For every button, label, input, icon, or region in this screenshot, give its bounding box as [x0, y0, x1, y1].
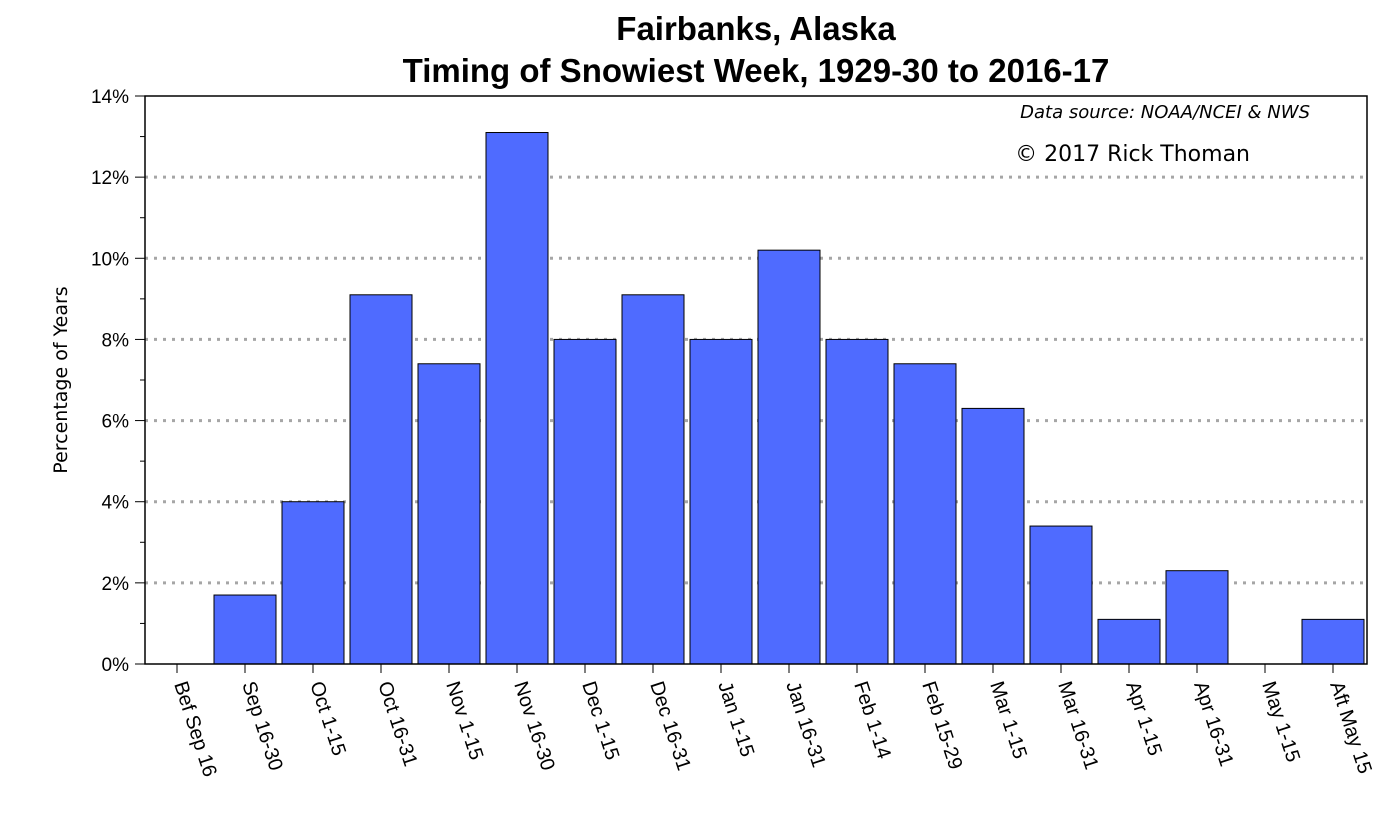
x-tick-label: Jan 16-31: [781, 679, 829, 770]
bar: [485, 132, 549, 665]
x-axis: Bef Sep 16 Sep 16-30 Oct 1-15 Oct 16-31 Nov …: [169, 664, 1376, 780]
y-axis-label: Percentage of Years: [50, 286, 72, 473]
y-tick-label: 0%: [102, 655, 130, 676]
chart-subtitle: Timing of Snowiest Week, 1929-30 to 2016…: [402, 52, 1110, 89]
bar: [1029, 525, 1093, 665]
x-tick-label: Mar 16-31: [1053, 679, 1102, 772]
y-tick-label: 12%: [91, 168, 129, 189]
bar: [689, 338, 753, 665]
y-tick-label: 6%: [102, 412, 130, 433]
x-tick-label: Apr 1-15: [1121, 679, 1166, 759]
x-tick-label: Aft May 15: [1325, 679, 1375, 777]
x-tick-label: Oct 1-15: [305, 679, 350, 759]
bar: [893, 363, 957, 665]
x-tick-label: Oct 16-31: [373, 679, 421, 769]
y-tick-label: 4%: [102, 493, 130, 514]
bar: [553, 338, 617, 665]
y-tick-label: 2%: [102, 574, 130, 595]
bar: [621, 294, 685, 665]
bar: [417, 363, 481, 665]
x-tick-label: Apr 16-31: [1189, 679, 1237, 769]
bar: [349, 294, 413, 665]
bar: [213, 594, 277, 665]
bars: [213, 132, 1365, 665]
y-axis: 0% 2% 4% 6% 8% 10% 12% 14%: [91, 87, 145, 676]
bar: [825, 338, 889, 665]
bar: [961, 407, 1025, 665]
x-tick-label: Feb 1-14: [849, 679, 895, 762]
chart-title: Fairbanks, Alaska: [616, 10, 896, 47]
x-tick-label: Nov 16-30: [509, 679, 558, 774]
x-tick-label: Bef Sep 16: [169, 679, 221, 780]
bar: [1301, 618, 1365, 665]
x-tick-label: Jan 1-15: [713, 679, 758, 760]
gridlines: [145, 175, 1367, 585]
bar: [281, 501, 345, 665]
data-source-note: Data source: NOAA/NCEI & NWS: [1020, 102, 1310, 123]
x-tick-label: Nov 1-15: [441, 679, 487, 763]
x-tick-label: Feb 15-29: [917, 679, 966, 773]
bar: [757, 249, 821, 665]
bar: [1165, 570, 1229, 665]
x-tick-label: Sep 16-30: [237, 679, 286, 774]
y-tick-label: 8%: [102, 330, 130, 351]
x-tick-label: Dec 16-31: [645, 679, 694, 774]
bar: [1097, 618, 1161, 665]
x-tick-label: Mar 1-15: [985, 679, 1031, 762]
x-tick-label: Dec 1-15: [577, 679, 623, 763]
y-tick-label: 14%: [91, 87, 129, 108]
x-tick-label: May 1-15: [1257, 679, 1304, 765]
y-tick-label: 10%: [91, 249, 129, 270]
copyright-note: © 2017 Rick Thoman: [1015, 142, 1250, 167]
